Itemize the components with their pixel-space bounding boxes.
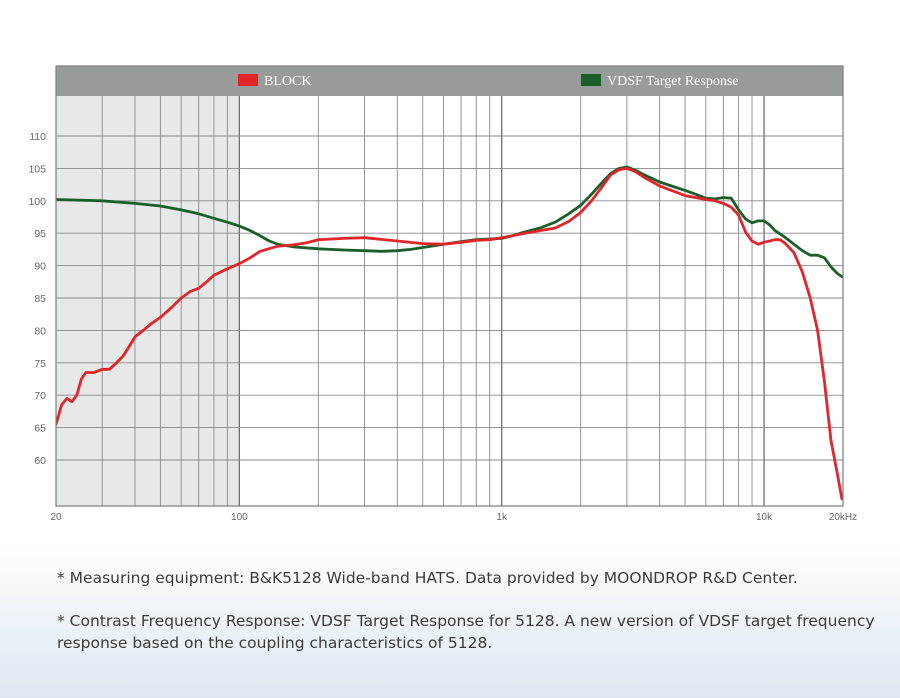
- x-tick-label: 100: [231, 512, 248, 523]
- y-tick-label: 85: [34, 293, 46, 305]
- series-lines: [56, 165, 843, 501]
- contrast-response-note: * Contrast Frequency Response: VDSF Targ…: [57, 612, 875, 652]
- low-frequency-shaded-region: [56, 96, 240, 506]
- y-tick-label: 60: [34, 455, 46, 467]
- legend-label-block: BLOCK: [264, 74, 311, 89]
- y-tick-label: 75: [34, 358, 46, 370]
- legend-bar: [56, 66, 843, 96]
- legend-label-vdsf: VDSF Target Response: [607, 74, 739, 89]
- legend-swatch-vdsf: [581, 74, 601, 86]
- x-axis-ticks: 20 100 1k 10k 20kHz: [50, 512, 857, 523]
- y-tick-label: 95: [34, 228, 46, 240]
- grid: [55, 96, 844, 506]
- legend: BLOCK VDSF Target Response: [238, 74, 739, 89]
- y-tick-label: 90: [34, 261, 46, 273]
- x-tick-label: 20kHz: [829, 512, 857, 523]
- y-tick-label: 80: [34, 325, 46, 337]
- x-tick-label: 10k: [756, 512, 773, 523]
- y-tick-label: 70: [34, 390, 46, 402]
- legend-swatch-block: [238, 74, 258, 86]
- x-tick-label: 1k: [496, 512, 508, 523]
- x-tick-label: 20: [50, 512, 62, 523]
- measuring-equipment-note: * Measuring equipment: B&K5128 Wide-band…: [57, 569, 798, 587]
- y-tick-label: 110: [29, 131, 46, 143]
- series-line-vdsf-target: [56, 165, 843, 279]
- plot-frame: [55, 65, 844, 507]
- y-axis-ticks: 60 65 70 75 80 85 90 95 100 105 110: [28, 131, 46, 467]
- series-line-block: [56, 167, 843, 501]
- y-tick-label: 65: [34, 423, 46, 435]
- y-tick-label: 100: [28, 196, 46, 208]
- frequency-response-chart: BLOCK VDSF Target Response 60 65 70 75 80 85 90…: [28, 65, 857, 523]
- y-tick-label: 105: [28, 163, 46, 175]
